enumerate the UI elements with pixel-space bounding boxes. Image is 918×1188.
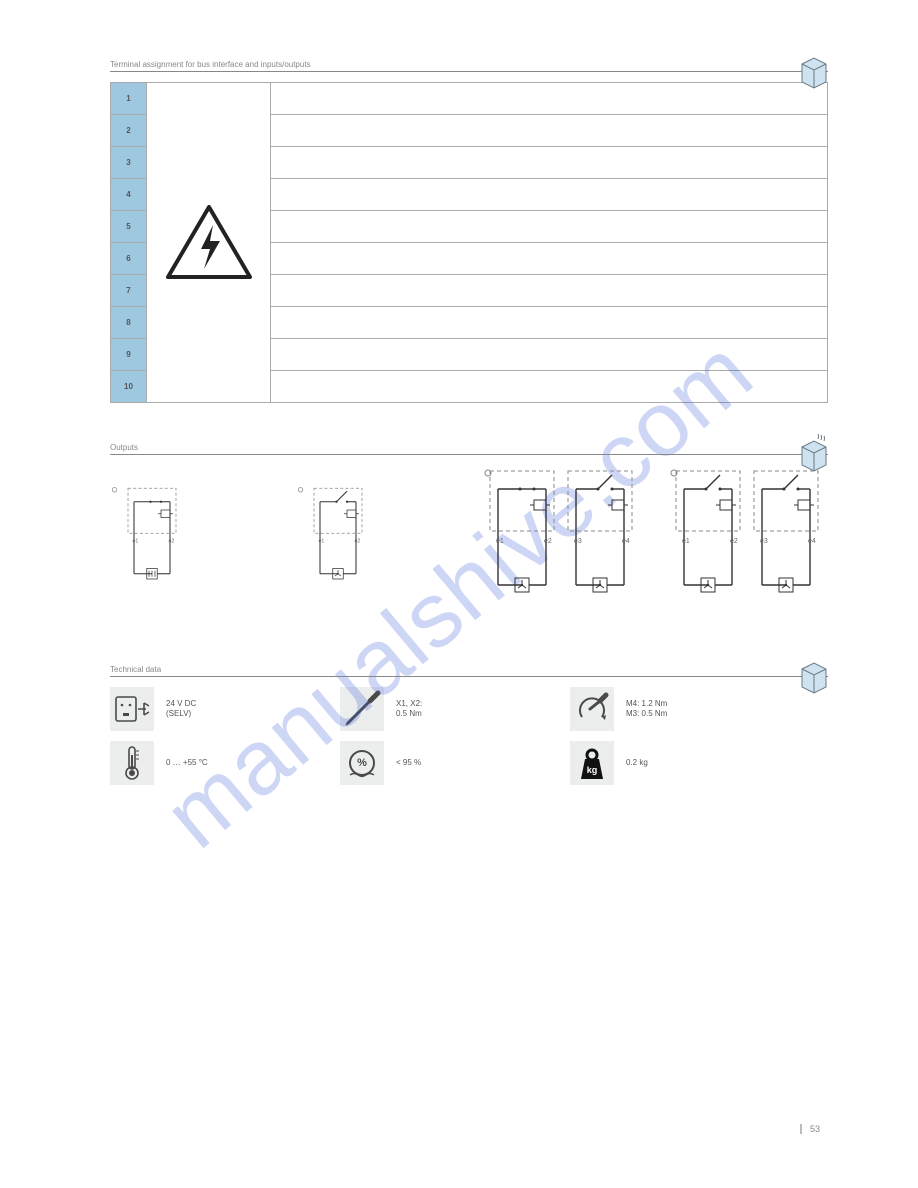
tech-value: M4: 1.2 NmM3: 0.5 Nm (626, 699, 667, 720)
tech-item: X1, X2:0.5 Nm (340, 687, 550, 731)
tech-item: M4: 1.2 NmM3: 0.5 Nm (570, 687, 780, 731)
section-rule (110, 676, 828, 677)
terminal-number: 7 (111, 275, 147, 307)
section-terminals: Terminal assignment for bus interface an… (110, 60, 828, 403)
section-rule (110, 454, 828, 455)
section-label: Technical data (110, 665, 828, 674)
terminal-number: 4 (111, 179, 147, 211)
tech-value: 24 V DC(SELV) (166, 699, 196, 720)
torque-icon (570, 687, 614, 731)
page-number: 53 (800, 1124, 820, 1134)
section-outputs: Outputs e1 e2 (110, 443, 828, 625)
svg-text:kg: kg (587, 765, 598, 775)
tech-value: < 95 % (396, 758, 421, 768)
terminal-number: 10 (111, 371, 147, 403)
section-label: Outputs (110, 443, 828, 452)
svg-text:e1: e1 (682, 538, 690, 545)
circuit-diagram: e1 e2 e3 e4 (668, 465, 828, 625)
svg-text:e1: e1 (133, 538, 139, 544)
hazard-cell (147, 83, 271, 403)
terminal-number: 1 (111, 83, 147, 115)
terminal-number: 3 (111, 147, 147, 179)
terminal-number: 6 (111, 243, 147, 275)
svg-text:e2: e2 (355, 538, 361, 544)
terminal-desc: Input 2 (271, 307, 828, 339)
humidity-icon: % (340, 741, 384, 785)
svg-text:e1: e1 (319, 538, 325, 544)
cube-icon (792, 50, 836, 94)
svg-text:e4: e4 (622, 538, 630, 545)
svg-text:e3: e3 (574, 538, 582, 545)
screwdriver-icon (340, 687, 384, 731)
tech-item: kg 0.2 kg (570, 741, 780, 785)
terminal-number: 2 (111, 115, 147, 147)
circuit-diagram: e1 e2 (296, 465, 456, 625)
tech-value: X1, X2:0.5 Nm (396, 699, 422, 720)
svg-text:e3: e3 (760, 538, 768, 545)
svg-text:e2: e2 (544, 538, 552, 545)
section-rule (110, 71, 828, 72)
svg-text:%: % (357, 757, 367, 769)
section-techdata: Technical data 24 V DC(SELV) X1, X2:0.5 … (110, 665, 828, 785)
svg-text:e2: e2 (169, 538, 175, 544)
terminal-desc: Door 2 relay (271, 243, 828, 275)
cube-icon (792, 655, 836, 699)
terminals-table: 1 Power supply +24 V DC (SELV)2Power sup… (110, 82, 828, 403)
tech-item: 0 … +55 °C (110, 741, 320, 785)
terminal-desc: Input 3 (271, 339, 828, 371)
tech-grid: 24 V DC(SELV) X1, X2:0.5 Nm M4: 1.2 NmM3… (110, 687, 828, 785)
circuit-diagram: e1 e2 (110, 465, 270, 625)
terminal-number: 9 (111, 339, 147, 371)
tech-value: 0 … +55 °C (166, 758, 208, 768)
circuit-row: e1 e2 e1 e2 (110, 465, 828, 625)
warning-shock-icon (164, 203, 254, 283)
tech-item: % < 95 % (340, 741, 550, 785)
terminal-desc: Door 1/fan relay (271, 179, 828, 211)
svg-text:e1: e1 (496, 538, 504, 545)
tech-item: 24 V DC(SELV) (110, 687, 320, 731)
svg-text:e2: e2 (730, 538, 738, 545)
terminal-desc: Input 1 (271, 275, 828, 307)
plug-icon (110, 687, 154, 731)
terminal-desc: Input 4 (271, 371, 828, 403)
terminal-number: 5 (111, 211, 147, 243)
weight-icon: kg (570, 741, 614, 785)
terminal-desc: Power supply +24 V DC (SELV) (271, 83, 828, 115)
terminal-desc: Power supply 0 V (SELV) (271, 115, 828, 147)
terminal-number: 8 (111, 307, 147, 339)
table-row: 1 Power supply +24 V DC (SELV) (111, 83, 828, 115)
tech-value: 0.2 kg (626, 758, 648, 768)
terminal-desc: Door 2 relay (271, 211, 828, 243)
section-label: Terminal assignment for bus interface an… (110, 60, 828, 69)
circuit-diagram: e1 e2 e3 e4 (482, 465, 642, 625)
page: manualshive.com Terminal assignment for … (0, 0, 918, 1188)
terminal-desc: Door 1/fan relay (271, 147, 828, 179)
svg-text:e4: e4 (808, 538, 816, 545)
thermo-icon (110, 741, 154, 785)
